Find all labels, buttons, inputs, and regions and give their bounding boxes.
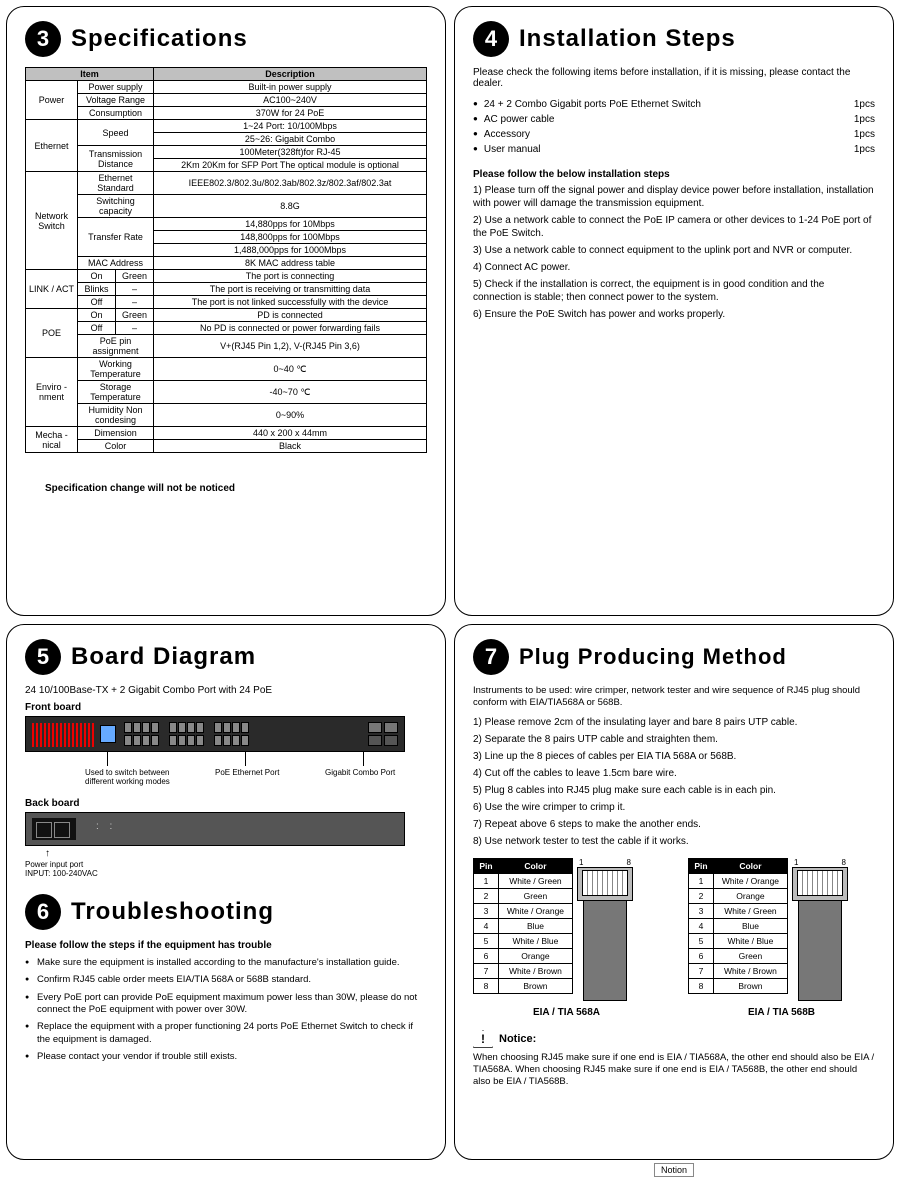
back-board-label: Back board	[25, 798, 427, 809]
install-step: 2) Use a network cable to connect the Po…	[473, 214, 875, 240]
rj45-plug-icon: 18	[792, 858, 848, 1001]
footer-notion: Notion	[654, 1163, 694, 1177]
plug-step: 7) Repeat above 6 steps to make the anot…	[473, 818, 875, 831]
plug-step: 4) Cut off the cables to leave 1.5cm bar…	[473, 767, 875, 780]
installation-panel: 4 Installation Steps Please check the fo…	[454, 6, 894, 616]
install-step: 4) Connect AC power.	[473, 261, 875, 274]
plug-step: 5) Plug 8 cables into RJ45 plug make sur…	[473, 784, 875, 797]
list-item: Make sure the equipment is installed acc…	[25, 957, 427, 969]
install-items-list: 24 + 2 Combo Gigabit ports PoE Ethernet …	[473, 99, 875, 155]
plug-intro: Instruments to be used: wire crimper, ne…	[473, 685, 875, 710]
notice-text: When choosing RJ45 make sure if one end …	[473, 1052, 875, 1089]
install-step: 3) Use a network cable to connect equipm…	[473, 244, 875, 257]
front-board-diagram	[25, 716, 405, 752]
board-subtitle: 24 10/100Base-TX + 2 Gigabit Combo Port …	[25, 685, 427, 696]
pin-table-568a: PinColor 1White / Green 2Green 3White / …	[473, 858, 660, 1018]
back-board-diagram: : :	[25, 812, 405, 846]
list-item: Please contact your vendor if trouble st…	[25, 1051, 427, 1063]
warning-icon: !	[473, 1030, 493, 1048]
install-steps-title: Please follow the below installation ste…	[473, 169, 875, 180]
col-item: Item	[26, 68, 154, 81]
plug-step: 3) Line up the 8 pieces of cables per EI…	[473, 750, 875, 763]
section-number: 5	[25, 639, 61, 675]
spec-note: Specification change will not be noticed	[45, 483, 427, 494]
section-title: Specifications	[71, 25, 248, 53]
install-intro: Please check the following items before …	[473, 67, 875, 89]
specifications-panel: 3 Specifications ItemDescription PowerPo…	[6, 6, 446, 616]
list-item: Accessory1pcs	[473, 129, 875, 140]
list-item: AC power cable1pcs	[473, 114, 875, 125]
install-step: 5) Check if the installation is correct,…	[473, 278, 875, 304]
back-caption: Power input port INPUT: 100-240VAC	[25, 860, 427, 878]
trouble-list: Make sure the equipment is installed acc…	[25, 957, 427, 1063]
section-number: 3	[25, 21, 61, 57]
list-item: Confirm RJ45 cable order meets EIA/TIA 5…	[25, 974, 427, 986]
list-item: Replace the equipment with a proper func…	[25, 1021, 427, 1046]
list-item: User manual1pcs	[473, 144, 875, 155]
front-board-label: Front board	[25, 702, 427, 713]
section-number: 6	[25, 894, 61, 930]
section-title: Installation Steps	[519, 25, 736, 53]
list-item: Every PoE port can provide PoE equipment…	[25, 992, 427, 1017]
front-callouts: Used to switch between different working…	[25, 752, 405, 792]
col-desc: Description	[154, 68, 427, 81]
plug-panel: 7 Plug Producing Method Instruments to b…	[454, 624, 894, 1160]
rj45-plug-icon: 18	[577, 858, 633, 1001]
board-trouble-panel: 5 Board Diagram 24 10/100Base-TX + 2 Gig…	[6, 624, 446, 1160]
section-title: Plug Producing Method	[519, 644, 787, 670]
trouble-title: Please follow the steps if the equipment…	[25, 940, 427, 951]
section-title: Troubleshooting	[71, 898, 274, 926]
plug-step: 1) Please remove 2cm of the insulating l…	[473, 716, 875, 729]
section-number: 7	[473, 639, 509, 675]
section-number: 4	[473, 21, 509, 57]
plug-step: 8) Use network tester to test the cable …	[473, 835, 875, 848]
plug-step: 6) Use the wire crimper to crimp it.	[473, 801, 875, 814]
notice-title: Notice:	[499, 1033, 536, 1045]
list-item: 24 + 2 Combo Gigabit ports PoE Ethernet …	[473, 99, 875, 110]
pin-table-568b: PinColor 1White / Orange 2Orange 3White …	[688, 858, 875, 1018]
install-step: 6) Ensure the PoE Switch has power and w…	[473, 308, 875, 321]
section-title: Board Diagram	[71, 643, 256, 671]
specifications-table: ItemDescription PowerPower supplyBuilt-i…	[25, 67, 427, 453]
plug-step: 2) Separate the 8 pairs UTP cable and st…	[473, 733, 875, 746]
install-step: 1) Please turn off the signal power and …	[473, 184, 875, 210]
